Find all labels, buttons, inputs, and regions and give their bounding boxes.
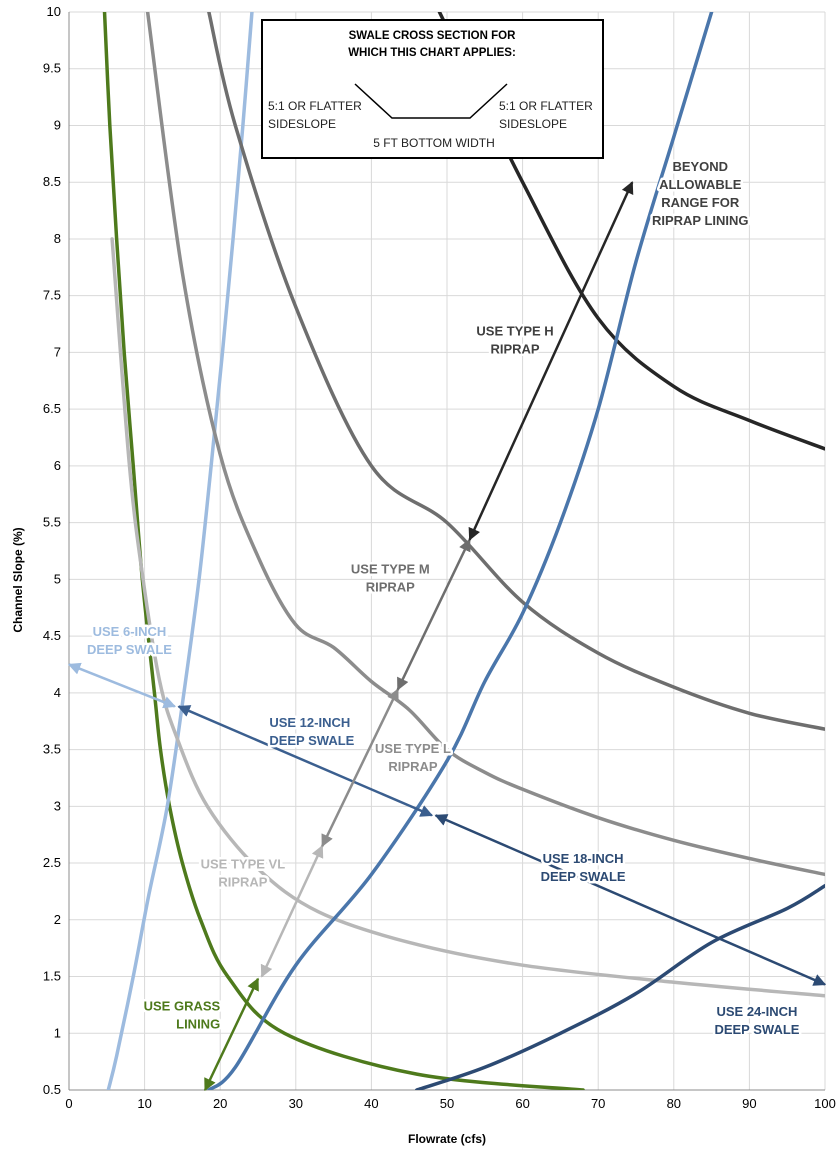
annotation-line: DEEP SWALE	[541, 869, 626, 884]
annotation-line: DEEP SWALE	[714, 1022, 799, 1037]
annotation-line: USE TYPE VL	[201, 857, 286, 872]
x-tick-label: 60	[515, 1096, 529, 1111]
annotation-line: RANGE FOR	[661, 195, 740, 210]
inset-bottom-label: 5 FT BOTTOM WIDTH	[373, 136, 495, 150]
annotation-label: BEYOND ALLOWABLE RANGE FOR RIPRAP LINING	[652, 159, 749, 228]
inset-left-label: 5:1 OR FLATTER	[268, 99, 362, 113]
y-tick-label: 2.5	[43, 855, 61, 870]
x-tick-label: 100	[814, 1096, 836, 1111]
double-arrow	[434, 814, 827, 986]
y-tick-label: 3	[54, 798, 61, 813]
annotation-line: USE 12-INCH	[269, 715, 350, 730]
inset-box	[261, 19, 604, 159]
x-tick-label: 0	[65, 1096, 72, 1111]
x-axis-label: Flowrate (cfs)	[408, 1132, 486, 1146]
inset-title: WHICH THIS CHART APPLIES:	[348, 47, 516, 59]
double-arrow	[260, 844, 324, 978]
series-line	[106, 12, 254, 1090]
y-tick-label: 9.5	[43, 61, 61, 76]
y-tick-label: 6	[54, 458, 61, 473]
inset-right-label: 5:1 OR FLATTER	[499, 99, 593, 113]
x-tick-label: 10	[137, 1096, 151, 1111]
annotation-line: USE 6-INCH	[93, 624, 167, 639]
annotation-line: DEEP SWALE	[269, 733, 354, 748]
y-axis-label: Channel Slope (%)	[11, 527, 25, 632]
annotation-line: DEEP SWALE	[87, 642, 172, 657]
x-tick-label: 20	[213, 1096, 227, 1111]
y-tick-label: 1.5	[43, 969, 61, 984]
inset-left-label: SIDESLOPE	[268, 117, 336, 131]
y-tick-label: 10	[47, 4, 61, 19]
annotation-line: USE TYPE H	[476, 323, 553, 338]
annotation-line: LINING	[176, 1017, 220, 1032]
inset-title: SWALE CROSS SECTION FOR	[349, 30, 516, 42]
y-tick-label: 8.5	[43, 174, 61, 189]
axes: 0 10 20 30 40 50 60 70 80 90 100 0.5 1 1.5 2 2.5 3 3.5 4 4.…	[43, 4, 836, 1111]
y-tick-label: 1	[54, 1025, 61, 1040]
double-arrow	[468, 181, 634, 541]
cross-section-inset: SWALE CROSS SECTION FOR WHICH THIS CHART …	[261, 19, 604, 159]
annotation-line: BEYOND	[672, 159, 728, 174]
y-tick-label: 9	[54, 117, 61, 132]
annotation-line: RIPRAP LINING	[652, 213, 749, 228]
annotation-label: USE TYPE L RIPRAP	[375, 741, 451, 774]
series-line	[207, 12, 825, 731]
annotation-line: RIPRAP	[218, 875, 267, 890]
y-tick-label: 3.5	[43, 742, 61, 757]
annotation-line: RIPRAP	[366, 580, 415, 595]
annotation-line: USE TYPE L	[375, 741, 451, 756]
inset-right-label: SIDESLOPE	[499, 117, 567, 131]
y-tick-label: 5	[54, 571, 61, 586]
annotation-label: USE 6-INCH DEEP SWALE	[87, 624, 172, 657]
double-arrow	[321, 688, 399, 848]
annotation-line: RIPRAP	[388, 759, 437, 774]
y-tick-label: 4	[54, 685, 61, 700]
annotation-label: USE GRASS LINING	[144, 999, 221, 1032]
arrows-group	[67, 181, 827, 1092]
x-tick-label: 80	[667, 1096, 681, 1111]
annotation-line: USE 24-INCH	[716, 1004, 797, 1019]
double-arrow	[67, 662, 177, 709]
swale-profile	[354, 83, 508, 119]
y-tick-label: 4.5	[43, 628, 61, 643]
double-arrow	[396, 538, 471, 691]
x-tick-label: 30	[289, 1096, 303, 1111]
x-tick-label: 40	[364, 1096, 378, 1111]
annotation-label: USE 12-INCH DEEP SWALE	[269, 715, 354, 748]
y-tick-label: 0.5	[43, 1082, 61, 1097]
annotations-group: USE 6-INCH DEEP SWALE USE 12-INCH DEEP SWAL…	[84, 156, 802, 1039]
annotation-label: USE TYPE VL RIPRAP	[201, 857, 286, 890]
annotation-line: USE TYPE M	[351, 562, 430, 577]
y-tick-label: 6.5	[43, 401, 61, 416]
x-tick-label: 90	[742, 1096, 756, 1111]
annotation-line: RIPRAP	[490, 341, 539, 356]
annotation-label: USE 18-INCH DEEP SWALE	[541, 851, 626, 884]
y-tick-label: 8	[54, 231, 61, 246]
annotation-line: ALLOWABLE	[659, 177, 742, 192]
y-tick-label: 7	[54, 344, 61, 359]
annotation-line: USE GRASS	[144, 999, 221, 1014]
series-line	[102, 12, 585, 1090]
series-line	[415, 883, 825, 1090]
y-tick-label: 5.5	[43, 515, 61, 530]
annotation-line: USE 18-INCH	[543, 851, 624, 866]
y-tick-label: 7.5	[43, 288, 61, 303]
x-tick-label: 70	[591, 1096, 605, 1111]
annotation-label: USE TYPE H RIPRAP	[476, 323, 553, 356]
annotation-label: USE TYPE M RIPRAP	[351, 562, 430, 595]
x-tick-label: 50	[440, 1096, 454, 1111]
double-arrow	[203, 977, 260, 1092]
annotation-label: USE 24-INCH DEEP SWALE	[714, 1004, 799, 1037]
y-tick-label: 2	[54, 912, 61, 927]
